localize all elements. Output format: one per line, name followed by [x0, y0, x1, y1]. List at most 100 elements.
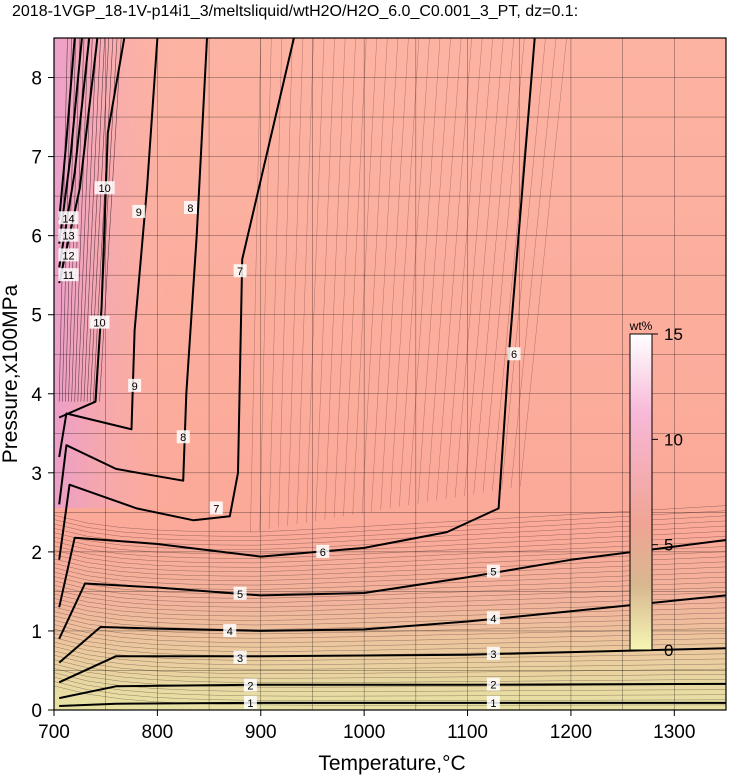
fine-contour [54, 556, 726, 577]
colorbar-ticks: 0 5 10 15 [652, 325, 683, 660]
fine-contour [54, 561, 726, 581]
fine-contour [54, 668, 726, 688]
fine-contour [92, 38, 114, 402]
contour-3 [58, 647, 726, 684]
contour-label-bg [94, 181, 115, 195]
y-tick-label: 4 [31, 385, 42, 406]
fine-contour [99, 38, 122, 402]
fine-contour [83, 38, 101, 402]
fine-contour [54, 566, 726, 586]
contour-label: 4 [486, 611, 500, 625]
contour-label-bg [486, 646, 500, 660]
colorbar-tick-label: 0 [664, 641, 673, 660]
contour-label-bg [183, 200, 197, 214]
fine-contour [54, 646, 726, 666]
plot-frame [53, 37, 727, 711]
fine-contour [482, 38, 525, 493]
fine-contour [296, 38, 314, 525]
contour-label: 6 [507, 347, 521, 361]
contour-label: 7 [209, 501, 223, 515]
x-axis: 700 800 900 1000 1100 1200 1300 [38, 710, 695, 743]
contour-label-bg [486, 677, 500, 691]
contour-2 [58, 682, 726, 700]
contour-label-bg [176, 430, 190, 444]
y-tick-label: 3 [31, 464, 42, 485]
contour-label-text: 3 [490, 649, 496, 661]
contour-1 [59, 701, 726, 707]
contour-label-bg [58, 211, 79, 225]
fine-contour [54, 615, 726, 635]
fine-contour [287, 38, 304, 526]
fine-contour [54, 589, 726, 608]
fine-contour [54, 606, 726, 626]
contour-label-bg [223, 623, 237, 637]
fine-contour [306, 38, 325, 523]
y-tick-label: 1 [31, 622, 42, 643]
fine-contour [54, 633, 726, 652]
y-axis-label: Pressure,x100MPa [0, 284, 22, 463]
x-tick-label: 700 [38, 722, 70, 743]
fine-contour [54, 676, 726, 697]
contour-label: 14 [58, 211, 79, 225]
x-tick-label: 1100 [447, 722, 488, 743]
fine-contour [80, 38, 97, 402]
fine-contour [54, 628, 726, 648]
contour-label-text: 8 [187, 203, 193, 215]
y-tick-label: 2 [31, 543, 42, 564]
fine-contour [54, 530, 726, 555]
fine-contour [54, 672, 726, 692]
contour-label: 9 [128, 378, 142, 393]
fine-contour [54, 663, 726, 683]
fine-contour [54, 593, 726, 612]
contour-10 [58, 38, 126, 419]
fine-contour [54, 541, 726, 564]
x-tick-label: 1300 [653, 722, 695, 743]
contour-label-text: 9 [136, 207, 142, 219]
contour-label: 1 [486, 695, 500, 710]
fine-contour [54, 624, 726, 643]
contour-label-bg [486, 564, 500, 578]
contour-label: 4 [223, 623, 237, 638]
contour-label-text: 10 [93, 318, 105, 330]
contour-label-bg [132, 204, 146, 218]
contour-label-bg [243, 695, 257, 709]
fine-contour [389, 38, 420, 509]
fine-contour [380, 38, 409, 510]
fine-contour [54, 520, 726, 546]
fine-contour [54, 510, 726, 537]
contour-14 [58, 38, 76, 220]
contour-8 [58, 38, 208, 505]
y-tick-label: 6 [31, 227, 42, 248]
contour-label-text: 2 [490, 680, 496, 692]
contour-label-text: 5 [237, 589, 243, 601]
contour-label-bg [243, 678, 257, 692]
contour-label-text: 7 [213, 503, 219, 515]
fine-contour [464, 38, 504, 496]
fine-contour [501, 38, 546, 490]
contour-label-text: 11 [63, 270, 74, 282]
fine-contour [54, 551, 726, 573]
contour-label-bg [58, 228, 79, 242]
contour-label: 9 [132, 204, 146, 219]
x-tick-label: 800 [142, 722, 174, 743]
contour-label: 3 [233, 650, 247, 665]
fine-contour [86, 38, 105, 402]
contour-label-bg [486, 695, 500, 709]
fine-contour [333, 38, 356, 518]
contour-label-text: 10 [99, 183, 111, 195]
x-tick-label: 1000 [343, 722, 385, 743]
contour-label: 3 [486, 646, 500, 661]
fine-contour [54, 515, 726, 542]
y-tick-label: 8 [31, 69, 42, 90]
contour-label: 2 [486, 677, 500, 692]
contour-label: 13 [58, 228, 79, 243]
contour-label: 10 [89, 315, 110, 330]
contour-7 [58, 38, 295, 560]
contour-5 [58, 539, 726, 640]
contour-label-text: 2 [247, 680, 253, 692]
contour-6 [58, 38, 536, 608]
contour-label-bg [128, 378, 142, 392]
contour-label-text: 9 [132, 381, 138, 393]
fine-contour [473, 38, 515, 495]
